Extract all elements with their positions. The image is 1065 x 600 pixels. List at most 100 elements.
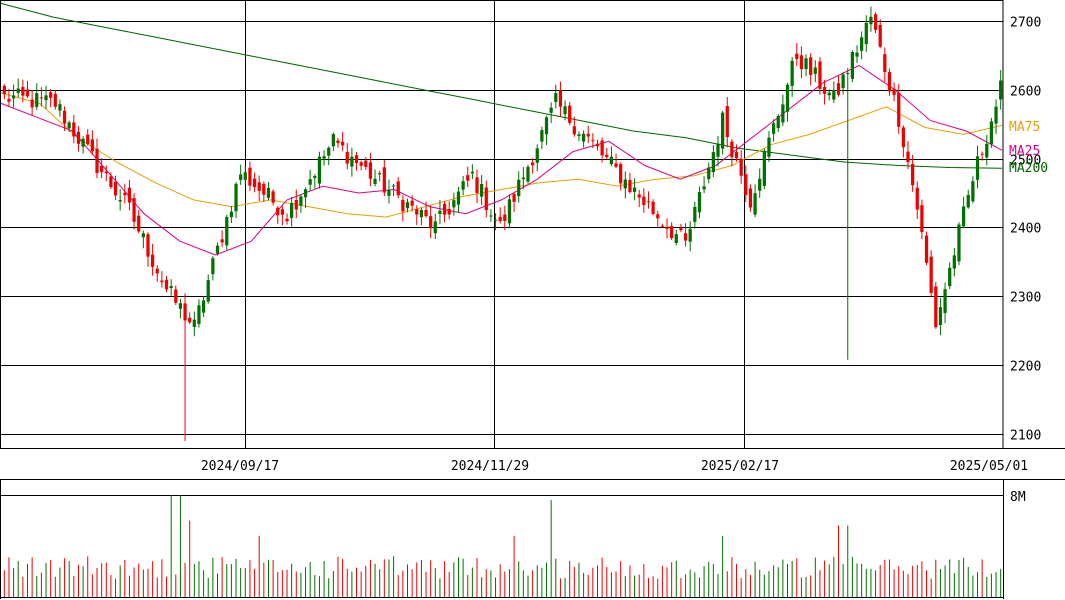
candle-body xyxy=(897,92,901,127)
candle-body xyxy=(113,181,118,196)
candle-body xyxy=(781,104,785,123)
candle-body xyxy=(317,156,322,184)
candle-body xyxy=(118,200,122,202)
candle-body xyxy=(197,305,201,324)
candle-body xyxy=(697,191,702,213)
ma25-label: MA25 xyxy=(1009,144,1040,159)
candle-body xyxy=(915,187,919,210)
candle-body xyxy=(920,205,924,232)
candle-body xyxy=(480,184,484,197)
candle-body xyxy=(948,267,952,286)
candle-body xyxy=(382,167,386,193)
candle-body xyxy=(447,208,451,215)
candle-body xyxy=(707,167,711,180)
ma200-line xyxy=(0,2,1003,169)
candle-body xyxy=(809,57,813,75)
candle-body xyxy=(174,289,178,303)
candle-body xyxy=(160,280,164,283)
candle-body xyxy=(563,106,567,115)
candle-body xyxy=(146,234,150,257)
candle-body xyxy=(804,58,808,70)
candle-body xyxy=(901,127,905,148)
candle-body xyxy=(526,166,530,182)
date-label-4: 2025/05/01 xyxy=(950,459,1028,474)
ma75-label: MA75 xyxy=(1009,120,1040,135)
candle-body xyxy=(461,181,465,190)
candle-body xyxy=(215,245,220,254)
candle-body xyxy=(456,191,461,205)
candle-body xyxy=(938,307,943,326)
candle-body xyxy=(873,14,878,30)
candle-body xyxy=(605,154,609,158)
candle-body xyxy=(864,22,868,45)
candle-body xyxy=(104,171,108,174)
candle-body xyxy=(711,152,715,173)
candle-body xyxy=(438,210,442,214)
candle-body xyxy=(183,303,187,321)
candle-body xyxy=(433,221,437,234)
candle-body xyxy=(503,214,507,222)
candle-body xyxy=(572,126,576,135)
candle-body xyxy=(234,183,238,212)
candle-body xyxy=(818,61,822,89)
candle-body xyxy=(192,319,196,327)
candle-body xyxy=(989,121,994,145)
candle-body xyxy=(679,227,683,231)
candle-body xyxy=(734,152,739,158)
candle-body xyxy=(95,148,99,174)
candle-body xyxy=(961,206,966,227)
candle-body xyxy=(442,203,447,215)
candle-body xyxy=(665,226,669,229)
candle-body xyxy=(345,151,349,164)
candle-body xyxy=(785,84,790,112)
candle-body xyxy=(30,99,34,108)
candle-body xyxy=(225,216,229,246)
candle-body xyxy=(137,215,141,232)
candle-body xyxy=(308,179,312,185)
candle-body xyxy=(266,187,271,198)
candle-body xyxy=(799,55,804,70)
candle-body xyxy=(688,228,692,242)
candle-body xyxy=(475,177,479,193)
candle-body xyxy=(164,279,169,290)
candle-body xyxy=(276,207,280,216)
candle-body xyxy=(396,181,400,196)
candle-body xyxy=(674,234,678,244)
candle-body xyxy=(359,162,363,166)
candle-body xyxy=(693,206,697,222)
candle-body xyxy=(531,162,535,166)
candle-body xyxy=(354,155,359,164)
candle-body xyxy=(368,162,373,179)
candle-body xyxy=(975,156,980,180)
candle-body xyxy=(127,187,132,203)
candle-body xyxy=(957,224,961,262)
candle-body xyxy=(248,167,252,186)
candle-body xyxy=(294,199,298,210)
volume-gridlines xyxy=(0,480,1004,599)
candle-body xyxy=(906,151,910,163)
candle-body xyxy=(716,143,720,157)
candle-body xyxy=(568,105,572,123)
candle-body xyxy=(252,178,257,188)
candle-body xyxy=(619,164,623,184)
candle-body xyxy=(262,183,266,195)
moving-average-lines xyxy=(0,2,1003,256)
candle-body xyxy=(966,194,970,208)
candle-body xyxy=(558,90,563,107)
price-tick-label: 2700 xyxy=(1010,16,1041,31)
candle-body xyxy=(721,112,725,149)
price-tick-label: 2200 xyxy=(1010,360,1041,375)
candle-body xyxy=(109,176,113,188)
candle-body xyxy=(512,194,516,202)
candle-body xyxy=(632,187,637,192)
candle-body xyxy=(169,286,173,289)
candle-body xyxy=(188,317,192,323)
candle-body xyxy=(795,53,799,59)
candle-body xyxy=(822,87,827,94)
candle-body xyxy=(243,172,247,180)
candle-body xyxy=(493,219,498,221)
candle-body xyxy=(313,176,317,178)
candle-body xyxy=(373,178,377,185)
candle-body xyxy=(892,88,896,95)
candle-body xyxy=(758,178,762,191)
